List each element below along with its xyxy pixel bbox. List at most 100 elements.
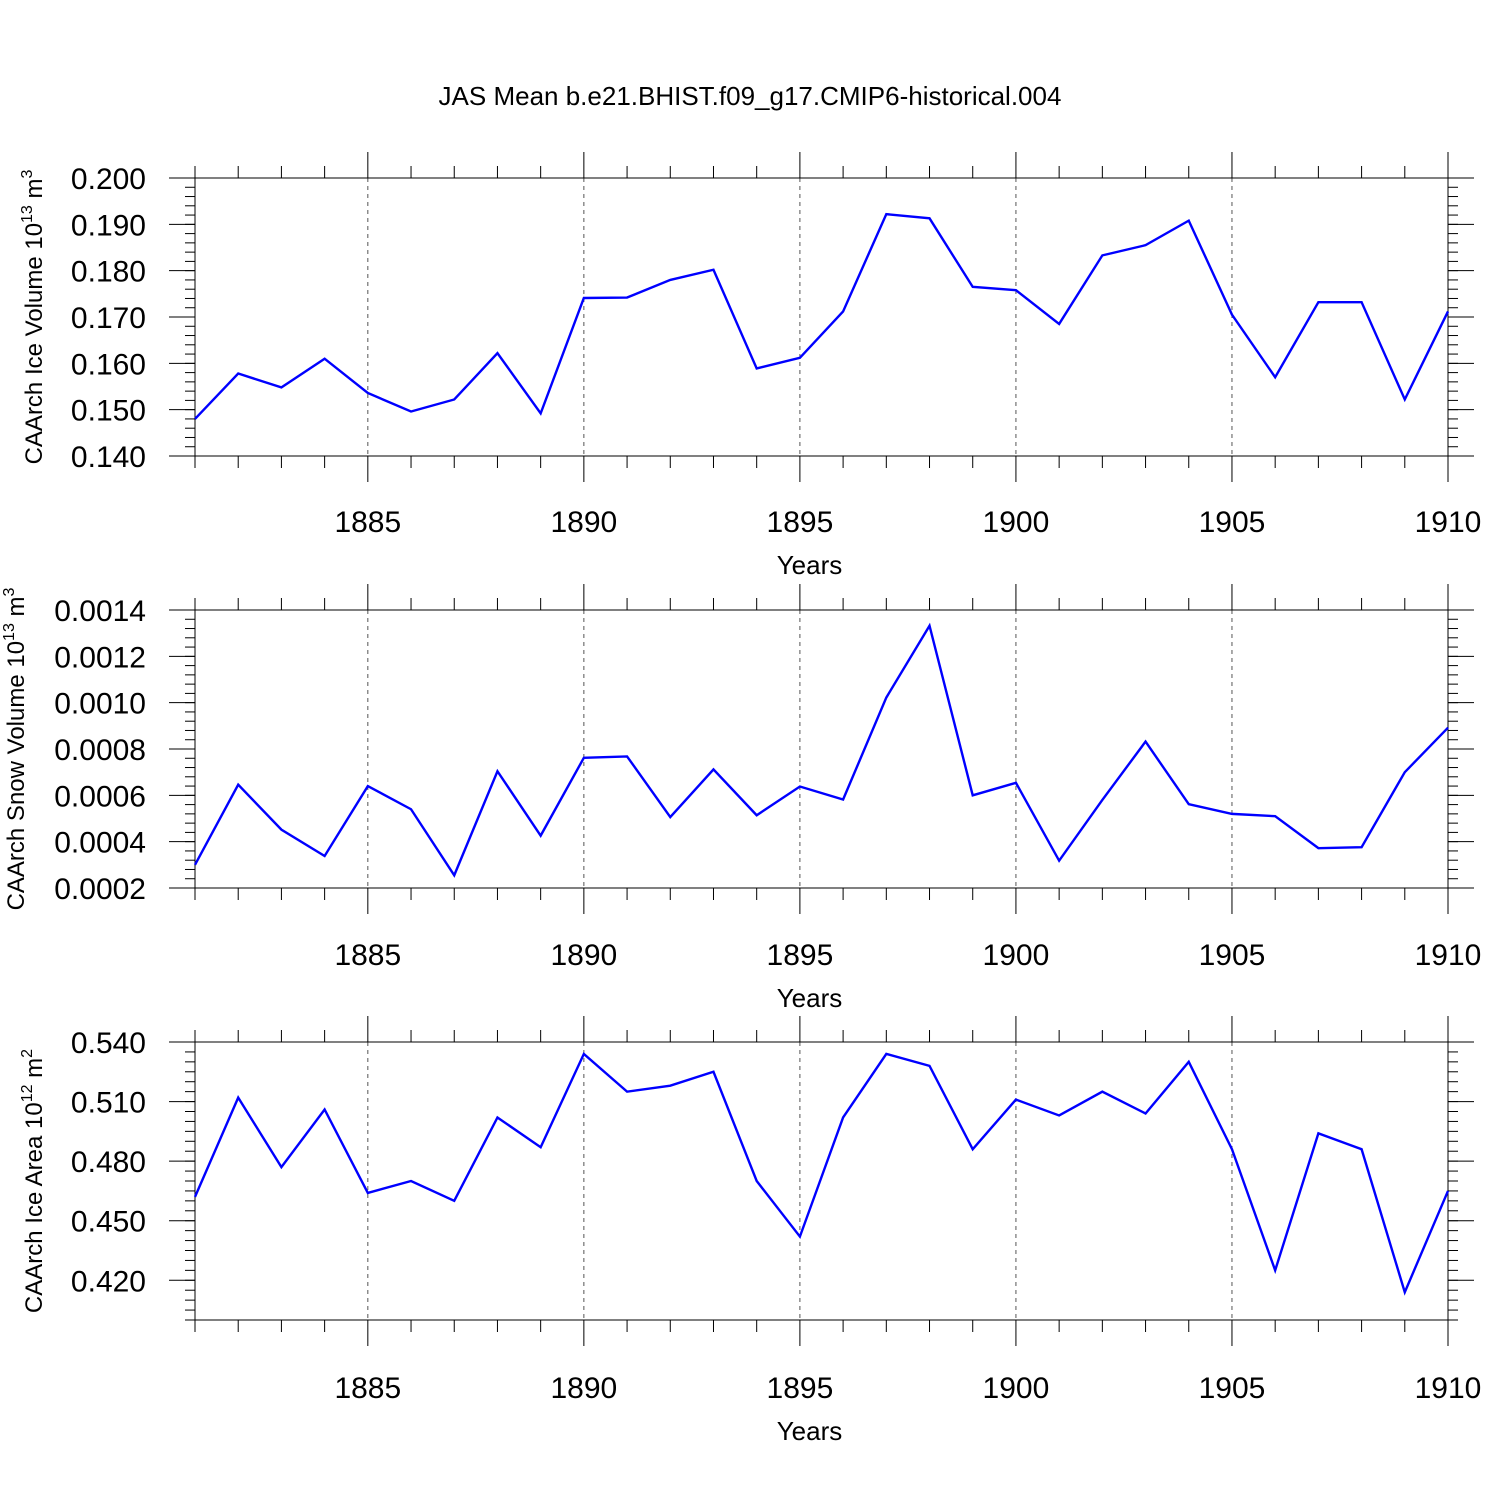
- x-tick-label: 1910: [1415, 506, 1482, 539]
- data-point: [970, 792, 976, 798]
- y-tick-label: 0.200: [71, 163, 146, 196]
- x-tick-label: 1910: [1415, 939, 1482, 972]
- data-point: [1315, 1130, 1321, 1136]
- data-point: [581, 755, 587, 761]
- data-point: [192, 1194, 198, 1200]
- data-point: [883, 211, 889, 217]
- data-point: [1056, 321, 1062, 327]
- data-point: [451, 872, 457, 878]
- data-point: [927, 623, 933, 629]
- data-point: [797, 355, 803, 361]
- data-point: [1229, 1146, 1235, 1152]
- data-point: [797, 1234, 803, 1240]
- data-point: [494, 1114, 500, 1120]
- data-point: [322, 356, 328, 362]
- data-point: [1056, 858, 1062, 864]
- data-point: [581, 295, 587, 301]
- data-point: [1272, 813, 1278, 819]
- data-point: [1013, 287, 1019, 293]
- data-point: [970, 284, 976, 290]
- x-tick-label: 1900: [983, 939, 1050, 972]
- data-point: [710, 267, 716, 273]
- x-tick-label: 1895: [767, 506, 834, 539]
- data-point: [754, 1178, 760, 1184]
- x-tick-label: 1905: [1199, 506, 1266, 539]
- y-tick-label: 0.0006: [54, 780, 146, 813]
- data-point: [235, 371, 241, 377]
- x-tick-label: 1885: [334, 506, 401, 539]
- data-point: [1186, 218, 1192, 224]
- data-point: [365, 1190, 371, 1196]
- y-tick-label: 0.540: [71, 1027, 146, 1060]
- y-tick-label: 0.180: [71, 256, 146, 289]
- data-point: [235, 782, 241, 788]
- data-point: [1143, 1110, 1149, 1116]
- panels: 0.140 0.150 0.160 0.170 0.180 0.190 0.200 1885 1…: [1, 152, 1481, 1446]
- data-point: [322, 853, 328, 859]
- data-point: [754, 365, 760, 371]
- y-axis-label: CAArch Ice Volume 1013 m3: [19, 169, 48, 464]
- y-axis-label: CAArch Snow Volume 1013 m3: [1, 587, 30, 910]
- data-point: [538, 833, 544, 839]
- y-tick-label: 0.420: [71, 1265, 146, 1298]
- data-point: [970, 1146, 976, 1152]
- data-point: [365, 783, 371, 789]
- data-point: [278, 827, 284, 833]
- data-point: [538, 1144, 544, 1150]
- y-tick-label: 0.0010: [54, 688, 146, 721]
- x-tick-label: 1885: [334, 1372, 401, 1405]
- x-tick-label: 1905: [1199, 939, 1266, 972]
- data-point: [408, 409, 414, 415]
- data-point: [451, 396, 457, 402]
- y-axis-label: CAArch Ice Area 1012 m2: [19, 1049, 48, 1313]
- data-point: [883, 695, 889, 701]
- data-point: [1229, 811, 1235, 817]
- panel-2: 0.0002 0.0004 0.0006 0.0008 0.0010 0.0012 0.00…: [1, 584, 1481, 1013]
- data-point: [710, 766, 716, 772]
- series-line-3: [193, 1051, 1450, 1296]
- y-tick-label: 0.150: [71, 395, 146, 428]
- x-tick-label: 1905: [1199, 1372, 1266, 1405]
- y-tick-label: 0.0008: [54, 734, 146, 767]
- x-tick-label: 1910: [1415, 1372, 1482, 1405]
- data-point: [624, 295, 630, 301]
- data-point: [1056, 1112, 1062, 1118]
- data-point: [1143, 739, 1149, 745]
- x-tick-label: 1900: [983, 1372, 1050, 1405]
- x-axis-label: Years: [777, 1416, 843, 1446]
- data-point: [840, 1114, 846, 1120]
- data-point: [1013, 780, 1019, 786]
- y-tick-label: 0.480: [71, 1146, 146, 1179]
- series-line-1: [194, 212, 1450, 420]
- data-point: [1315, 299, 1321, 305]
- series-line-2: [193, 622, 1449, 878]
- data-point: [408, 806, 414, 812]
- data-point: [1445, 308, 1451, 314]
- data-point: [1186, 1059, 1192, 1065]
- y-tick-label: 0.190: [71, 209, 146, 242]
- data-point: [1359, 1146, 1365, 1152]
- data-point: [1445, 1188, 1451, 1194]
- y-tick-label: 0.0014: [54, 595, 146, 628]
- plot-frame: [194, 1041, 1449, 1321]
- data-point: [667, 277, 673, 283]
- data-point: [494, 350, 500, 356]
- data-point: [883, 1051, 889, 1057]
- data-point: [754, 812, 760, 818]
- x-tick-label: 1885: [334, 939, 401, 972]
- data-point: [1272, 374, 1278, 380]
- x-tick-label: 1890: [550, 506, 617, 539]
- x-tick-label: 1895: [767, 1372, 834, 1405]
- data-point: [1272, 1267, 1278, 1273]
- y-tick-label: 0.0012: [54, 641, 146, 674]
- data-point: [365, 390, 371, 396]
- data-point: [927, 1063, 933, 1069]
- plot-frame: [194, 609, 1449, 889]
- data-point: [1359, 844, 1365, 850]
- y-tick-label: 0.0002: [54, 873, 146, 906]
- data-point: [1402, 1289, 1408, 1295]
- x-axis-label: Years: [777, 983, 843, 1013]
- data-point: [1229, 312, 1235, 318]
- data-point: [1099, 1089, 1105, 1095]
